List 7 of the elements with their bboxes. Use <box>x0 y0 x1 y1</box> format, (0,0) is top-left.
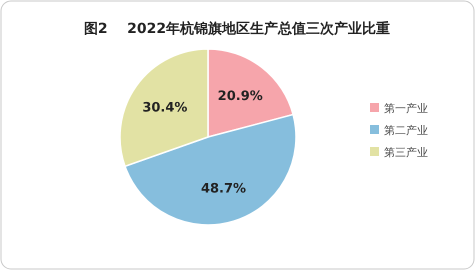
data-label: 48.7% <box>200 181 246 196</box>
legend-label: 第一产业 <box>384 102 428 115</box>
chart-title: 图2 2022年杭锦旗地区生产总值三次产业比重 <box>84 20 390 37</box>
data-label: 30.4% <box>142 100 188 116</box>
data-label: 20.9% <box>218 89 263 104</box>
legend-label: 第二产业 <box>384 124 428 137</box>
legend-label: 第三产业 <box>384 146 428 159</box>
